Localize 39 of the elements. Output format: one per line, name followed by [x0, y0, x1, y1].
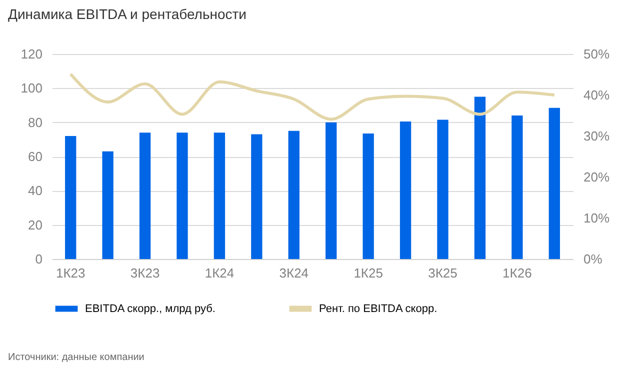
chart-title: Динамика EBITDA и рентабельности [8, 6, 247, 22]
x-tick-label: 1К26 [502, 266, 532, 280]
x-tick-label: 3К25 [428, 266, 458, 280]
y-tick-label: 60 [28, 149, 42, 164]
bar [102, 151, 114, 259]
bar [139, 132, 151, 259]
bar [326, 122, 337, 259]
y2-tick-label: 40% [584, 88, 610, 102]
legend-label: EBITDA скорр., млрд руб. [85, 302, 216, 315]
y-tick-label: 0 [35, 252, 42, 266]
line-series [69, 72, 556, 121]
y2-tick-label: 20% [584, 170, 610, 184]
bar [437, 120, 448, 259]
legend-label: Рент. по EBITDA скорр. [319, 302, 438, 315]
bar [65, 136, 76, 259]
y-tick-label: 20 [28, 217, 42, 232]
x-tick-label: 1К25 [354, 266, 383, 280]
x-tick-label: 3К24 [279, 266, 309, 280]
y-tick-label: 100 [20, 80, 42, 96]
y2-tick-label: 30% [584, 128, 610, 144]
bar [362, 133, 374, 259]
bar [214, 132, 226, 259]
text: Источники: данные компании [8, 352, 144, 363]
bar [548, 108, 560, 259]
x-tick-label: 3К23 [130, 266, 160, 280]
bar [400, 121, 412, 259]
x-tick-label: 1К24 [204, 266, 234, 280]
x-tick-label: 1К23 [56, 266, 86, 280]
bar [251, 134, 262, 259]
y2-tick-label: 50% [584, 46, 610, 62]
bar [512, 116, 523, 259]
y-tick-label: 40 [28, 183, 42, 198]
y-tick-label: 80 [28, 114, 42, 130]
y2-tick-label: 0% [584, 252, 603, 266]
y2-tick-label: 10% [584, 210, 610, 226]
bar [288, 130, 300, 259]
bar [176, 132, 188, 259]
y-tick-label: 120 [20, 46, 42, 62]
bar [474, 96, 486, 259]
